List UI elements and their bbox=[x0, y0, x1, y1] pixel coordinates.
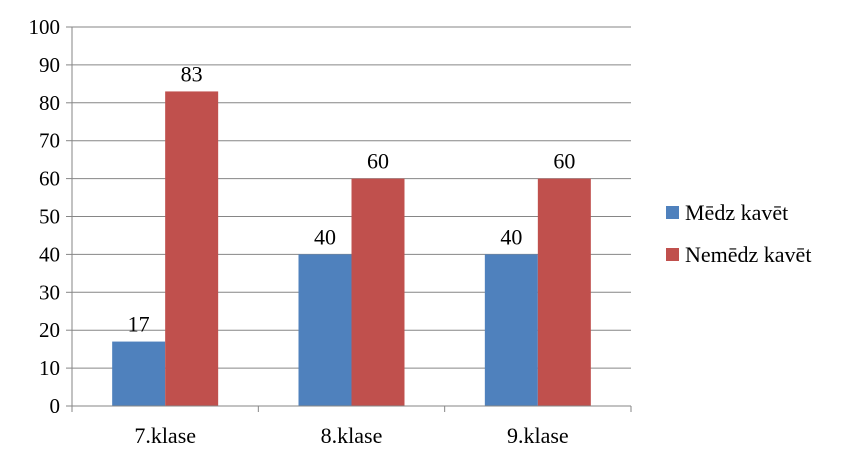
y-tick-label: 50 bbox=[39, 205, 60, 229]
x-tick-label: 7.klase bbox=[134, 423, 196, 448]
y-tick-label: 40 bbox=[39, 242, 60, 266]
data-label: 17 bbox=[128, 312, 150, 337]
y-tick-label: 70 bbox=[39, 129, 60, 153]
x-tick-label: 8.klase bbox=[321, 423, 383, 448]
y-tick-label: 100 bbox=[29, 15, 61, 39]
y-tick-label: 60 bbox=[39, 167, 60, 191]
data-labels: 17 83 40 60 40 60 bbox=[128, 61, 576, 336]
legend-swatch bbox=[666, 248, 679, 261]
legend-label: Nemēdz kavēt bbox=[685, 242, 811, 267]
y-tick-label: 0 bbox=[50, 394, 61, 418]
data-label: 40 bbox=[314, 224, 336, 249]
bar-7.klase-series-0 bbox=[112, 341, 166, 406]
y-tick-label: 30 bbox=[39, 280, 60, 304]
data-label: 40 bbox=[500, 224, 522, 249]
data-label: 60 bbox=[367, 149, 389, 174]
y-tick-label: 20 bbox=[39, 318, 60, 342]
bar-8.klase-series-1 bbox=[351, 178, 405, 406]
bar-7.klase-series-1 bbox=[165, 91, 219, 407]
bar-8.klase-series-0 bbox=[298, 254, 352, 406]
bar-9.klase-series-1 bbox=[537, 178, 591, 406]
y-tick-label: 90 bbox=[39, 53, 60, 77]
legend-label: Mēdz kavēt bbox=[685, 200, 788, 225]
data-label: 60 bbox=[553, 149, 575, 174]
legend: Mēdz kavēt Nemēdz kavēt bbox=[666, 200, 811, 267]
axes: 0 10 20 30 40 50 60 70 80 90 100 7.klase 8.klase 9.kl… bbox=[29, 15, 632, 448]
data-label: 83 bbox=[181, 61, 203, 86]
bars bbox=[112, 91, 591, 407]
x-tick-label: 9.klase bbox=[507, 423, 569, 448]
y-tick-label: 10 bbox=[39, 356, 60, 380]
bar-9.klase-series-0 bbox=[484, 254, 538, 406]
y-tick-label: 80 bbox=[39, 91, 60, 115]
legend-swatch bbox=[666, 206, 679, 219]
